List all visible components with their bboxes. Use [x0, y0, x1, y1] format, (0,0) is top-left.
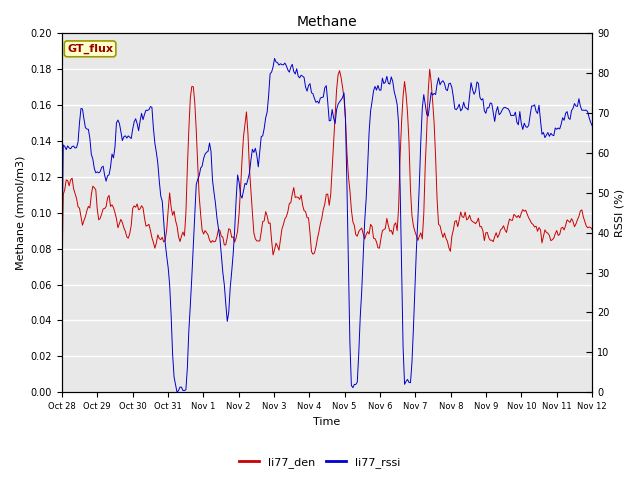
X-axis label: Time: Time	[314, 417, 340, 427]
Y-axis label: Methane (mmol/m3): Methane (mmol/m3)	[15, 156, 25, 270]
Line: li77_rssi: li77_rssi	[62, 59, 592, 392]
Line: li77_den: li77_den	[62, 69, 592, 293]
li77_rssi	[123, 135, 131, 141]
li77_rssi	[173, 389, 181, 395]
li77_den	[216, 228, 224, 233]
li77_rssi	[562, 110, 570, 116]
Title: Methane: Methane	[297, 15, 357, 29]
li77_den	[234, 228, 241, 234]
li77_rssi	[236, 179, 243, 185]
li77_rssi	[293, 66, 301, 72]
Legend: li77_den, li77_rssi: li77_den, li77_rssi	[235, 452, 405, 472]
li77_den	[560, 227, 568, 233]
li77_rssi	[271, 56, 278, 61]
li77_den	[426, 66, 433, 72]
li77_den	[243, 109, 250, 115]
li77_rssi	[218, 252, 225, 258]
li77_rssi	[58, 268, 66, 274]
li77_rssi	[244, 176, 252, 182]
li77_den	[123, 234, 131, 240]
Y-axis label: RSSI (%): RSSI (%)	[615, 189, 625, 237]
li77_den	[588, 227, 596, 232]
li77_rssi	[588, 123, 596, 129]
li77_den	[58, 290, 66, 296]
Text: GT_flux: GT_flux	[67, 44, 113, 54]
li77_den	[290, 185, 298, 191]
